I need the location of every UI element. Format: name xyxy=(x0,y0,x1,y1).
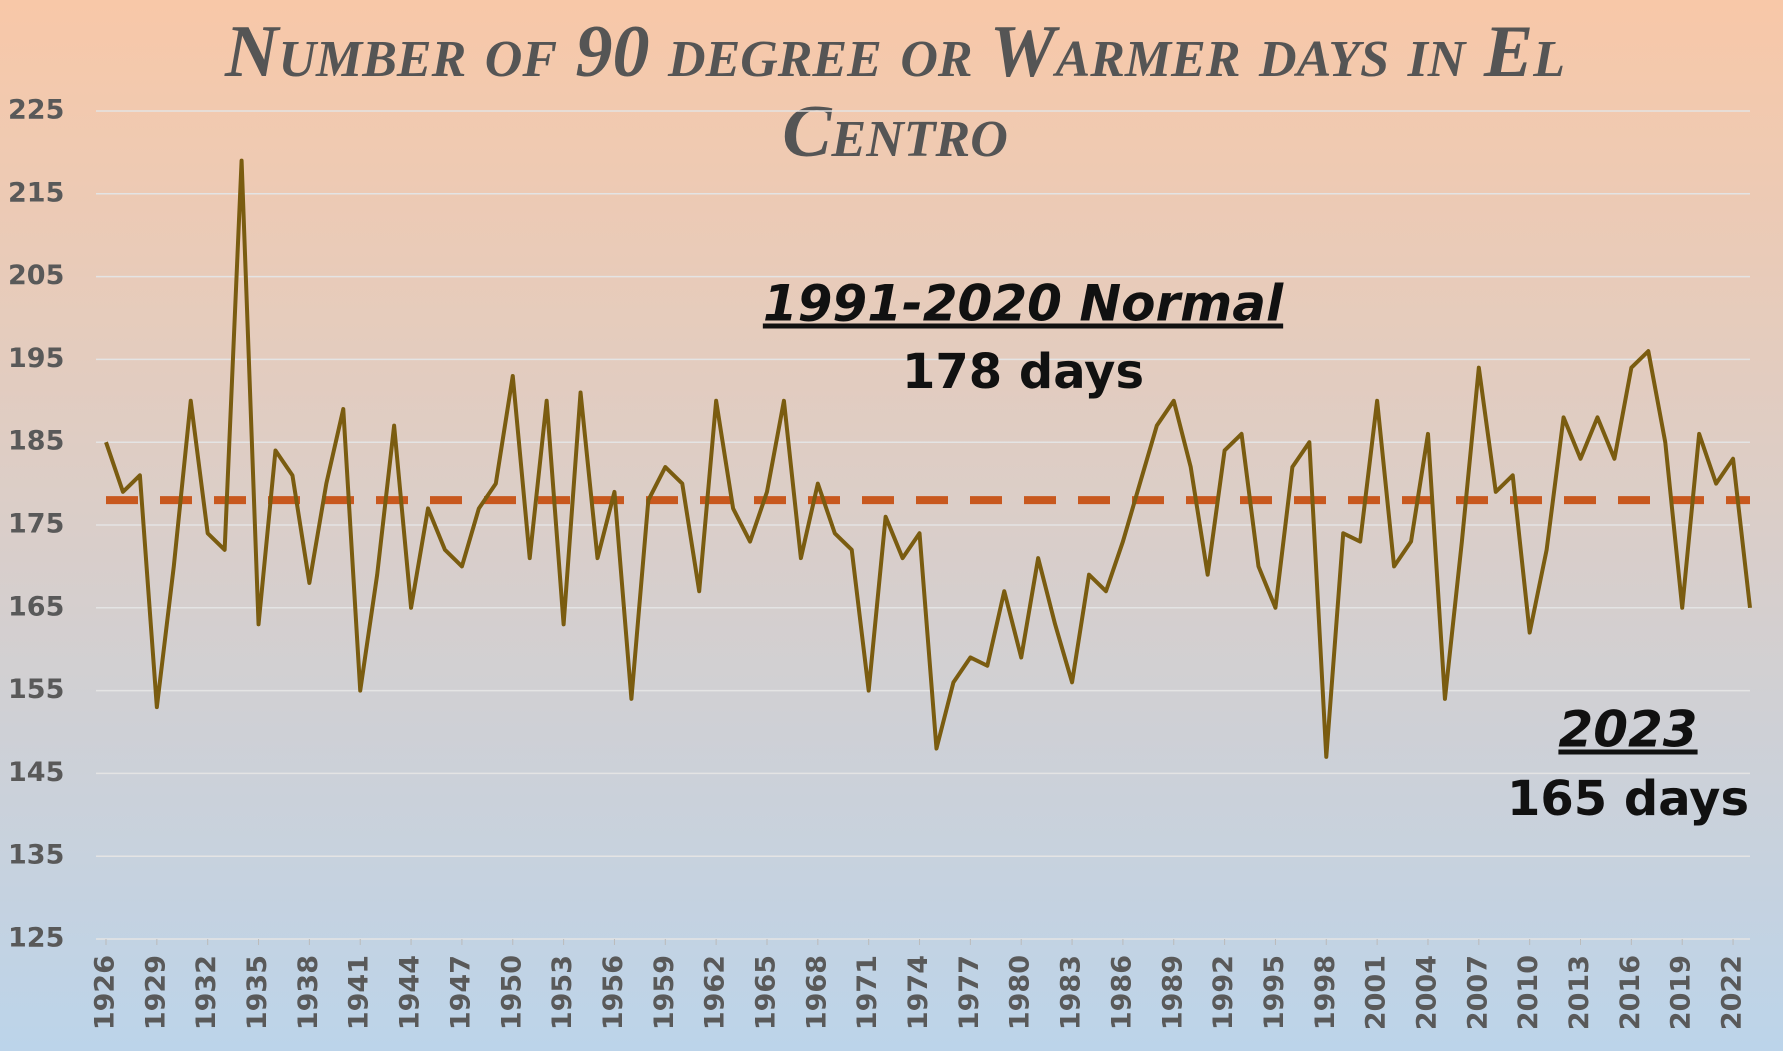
x-tick-label: 1941 xyxy=(344,955,375,1030)
y-tick-label: 125 xyxy=(8,923,64,954)
x-tick-label: 1977 xyxy=(954,955,985,1030)
y-tick-label: 145 xyxy=(8,757,64,788)
y-tick-label: 215 xyxy=(8,177,64,208)
x-tick-label: 2004 xyxy=(1411,955,1442,1030)
x-tick-label: 1935 xyxy=(242,955,273,1030)
x-tick-label: 1929 xyxy=(140,955,171,1030)
data-line xyxy=(104,158,1752,759)
x-tick-label: 1968 xyxy=(801,955,832,1030)
y-tick-label: 175 xyxy=(8,509,64,540)
x-tick-label: 1947 xyxy=(445,955,476,1030)
y-tick-label: 155 xyxy=(8,674,64,705)
x-tick-label: 1995 xyxy=(1259,955,1290,1030)
x-tick-label: 1962 xyxy=(700,955,731,1030)
x-tick-label: 2022 xyxy=(1717,955,1748,1030)
annotation-text: 165 days xyxy=(1507,771,1749,827)
x-tick-label: 1986 xyxy=(1106,955,1137,1030)
x-tick-label: 1983 xyxy=(1056,955,1087,1030)
x-tick-label: 1938 xyxy=(293,955,324,1030)
x-tick-label: 1956 xyxy=(598,955,629,1030)
x-tick-label: 1980 xyxy=(1005,955,1036,1030)
x-tick-label: 1959 xyxy=(649,955,680,1030)
x-tick-label: 1926 xyxy=(90,955,121,1030)
x-tick-label: 1998 xyxy=(1310,955,1341,1030)
y-tick-label: 225 xyxy=(8,95,64,126)
y-tick-label: 135 xyxy=(8,840,64,871)
annotation-title: 1991-2020 Normal xyxy=(763,275,1284,333)
x-tick-label: 2019 xyxy=(1666,955,1697,1030)
x-tick-label: 1992 xyxy=(1208,955,1239,1030)
x-tick-label: 2001 xyxy=(1361,955,1392,1030)
x-tick-label: 2013 xyxy=(1564,955,1595,1030)
x-tick-label: 2016 xyxy=(1615,955,1646,1030)
x-tick-label: 1932 xyxy=(191,955,222,1030)
x-tick-label: 1965 xyxy=(750,955,781,1030)
x-tick-label: 1974 xyxy=(903,955,934,1030)
x-tick-label: 1950 xyxy=(496,955,527,1030)
x-tick-label: 1989 xyxy=(1157,955,1188,1030)
y-tick-label: 185 xyxy=(8,426,64,457)
x-tick-label: 2007 xyxy=(1462,955,1493,1030)
x-tick-label: 2010 xyxy=(1513,955,1544,1030)
y-tick-label: 205 xyxy=(8,260,64,291)
chart-title: Number of 90 degree or Warmer days in El… xyxy=(225,11,1565,173)
annotation-text: 178 days xyxy=(902,344,1144,400)
x-tick-label: 1944 xyxy=(395,955,426,1030)
y-tick-label: 165 xyxy=(8,591,64,622)
annotation-title: 2023 xyxy=(1558,701,1697,759)
x-tick-label: 1953 xyxy=(547,955,578,1030)
y-tick-label: 195 xyxy=(8,343,64,374)
x-tick-label: 1971 xyxy=(852,955,883,1030)
